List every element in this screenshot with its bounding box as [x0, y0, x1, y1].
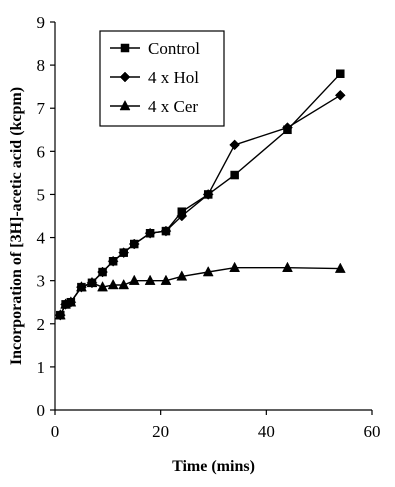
- data-point-diamond: [144, 227, 156, 239]
- data-point-triangle: [76, 281, 87, 292]
- legend-item: 4 x Cer: [110, 97, 198, 116]
- y-tick-label: 8: [37, 56, 46, 75]
- legend-label: 4 x Hol: [148, 68, 199, 87]
- series-triangle: [54, 261, 346, 320]
- y-tick-label: 1: [37, 358, 46, 377]
- x-axis-title: Time (mins): [172, 458, 255, 475]
- data-point-triangle: [334, 262, 346, 273]
- data-point-diamond: [128, 238, 140, 250]
- x-tick-label: 20: [152, 422, 169, 441]
- legend-item: Control: [110, 39, 200, 58]
- y-tick-label: 0: [37, 401, 46, 420]
- y-tick-label: 6: [37, 142, 46, 161]
- data-point-triangle: [128, 274, 140, 285]
- data-point-triangle: [65, 296, 77, 307]
- x-tick-label: 0: [51, 422, 60, 441]
- y-tick-label: 5: [37, 185, 46, 204]
- data-point-diamond: [160, 225, 172, 237]
- y-axis-title: Incorporation of [3H]-acetic acid (kcpm): [8, 87, 25, 365]
- y-tick-label: 3: [37, 272, 46, 291]
- data-point-diamond: [107, 255, 119, 267]
- y-tick-label: 4: [37, 229, 46, 248]
- data-point-diamond: [118, 247, 130, 258]
- x-axis-ticks: 0 20 40 60: [51, 410, 381, 441]
- data-point-square: [336, 69, 345, 78]
- legend: Control 4 x Hol 4 x Cer: [99, 30, 225, 127]
- data-point-triangle: [160, 274, 172, 285]
- legend-item: 4 x Hol: [110, 68, 199, 87]
- data-point-diamond: [97, 266, 108, 278]
- data-point-diamond: [334, 89, 346, 101]
- legend-marker-diamond: [119, 71, 131, 83]
- data-point-diamond: [229, 139, 240, 151]
- data-point-triangle: [176, 270, 188, 281]
- data-point-square: [230, 170, 239, 180]
- legend-marker-square: [120, 43, 130, 53]
- data-point-triangle: [86, 276, 98, 288]
- y-axis-ticks: 0 1 2 3 4 5 6 7 8 9: [37, 13, 55, 420]
- x-tick-label: 40: [258, 422, 275, 441]
- legend-marker-triangle: [119, 99, 131, 111]
- data-point-triangle: [97, 281, 108, 292]
- series-layer: [54, 69, 346, 321]
- data-point-triangle: [229, 261, 241, 272]
- x-tick-label: 60: [364, 422, 381, 441]
- data-point-triangle: [54, 309, 66, 320]
- data-point-diamond: [282, 122, 293, 133]
- series-line-triangle: [59, 267, 341, 316]
- legend-label: 4 x Cer: [148, 97, 198, 116]
- data-point-triangle: [202, 266, 214, 277]
- data-point-triangle: [282, 261, 293, 272]
- data-point-triangle: [144, 274, 156, 285]
- data-point-triangle: [107, 278, 119, 290]
- data-point-triangle: [118, 278, 130, 290]
- y-tick-label: 9: [37, 13, 46, 32]
- y-tick-label: 7: [37, 99, 46, 118]
- y-tick-label: 2: [37, 315, 46, 334]
- data-point-diamond: [176, 210, 188, 222]
- data-point-diamond: [202, 189, 214, 200]
- legend-label: Control: [148, 39, 200, 58]
